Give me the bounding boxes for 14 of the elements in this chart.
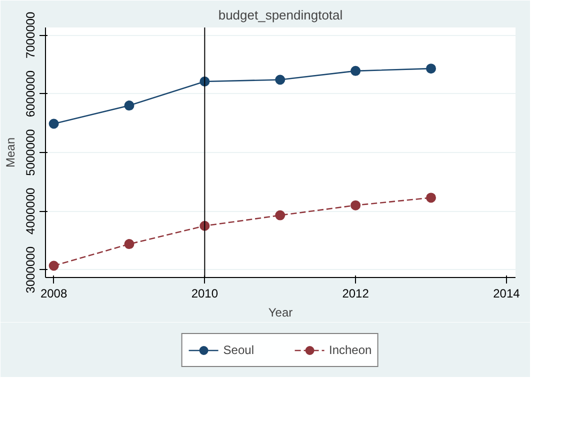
y-tick-label: 7000000 [24, 11, 38, 58]
x-tick-label: 2008 [40, 286, 68, 300]
x-tick-label: 2010 [191, 286, 218, 300]
legend-label: Seoul [223, 342, 254, 356]
y-axis-title: Mean [4, 137, 18, 168]
legend-label: Incheon [329, 342, 372, 356]
x-axis-title: Year [268, 306, 293, 320]
y-tick-label: 3000000 [24, 246, 38, 294]
x-tick-label: 2014 [493, 286, 520, 300]
y-tick-label: 5000000 [24, 128, 38, 176]
y-tick-label: 4000000 [24, 188, 38, 235]
chart-title: budget_spendingtotal [218, 8, 343, 22]
y-tick-label: 6000000 [24, 70, 38, 118]
x-tick-label: 2012 [342, 286, 370, 300]
